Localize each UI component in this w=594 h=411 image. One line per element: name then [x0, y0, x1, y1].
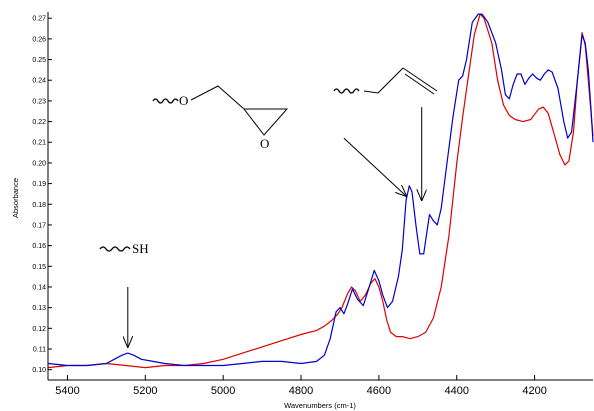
- y-tick-label: 0.25: [32, 57, 46, 64]
- epoxide-wavy-bond: [152, 98, 179, 104]
- epoxide-chain: [190, 85, 245, 110]
- x-axis-label: Wavenumbers (cm-1): [284, 401, 356, 410]
- allyl-structure: [333, 67, 438, 95]
- y-tick-label: 0.19: [32, 181, 46, 188]
- series-group: [47, 13, 594, 369]
- x-tick-label: 4400: [445, 385, 469, 397]
- x-tick-label: 4600: [367, 385, 391, 397]
- y-tick-label: 0.24: [32, 78, 46, 85]
- allyl-chain: [363, 67, 404, 94]
- x-axis-ticks: 5400 5200 5000 4800 4600 4400 4200: [55, 375, 547, 397]
- thiol-wavy-bond: [99, 246, 131, 252]
- epoxide-ether-oxygen: O: [179, 93, 188, 108]
- x-tick-label: 5400: [55, 385, 79, 397]
- series-red-line: [47, 13, 594, 369]
- x-tick-label: 5200: [133, 385, 157, 397]
- series-blue-line: [47, 13, 594, 367]
- y-tick-label: 0.23: [32, 98, 46, 105]
- y-tick-label: 0.18: [32, 202, 46, 209]
- thiol-label: SH: [132, 241, 149, 256]
- y-tick-label: 0.16: [32, 243, 46, 250]
- plot-area: [48, 12, 593, 380]
- y-tick-label: 0.12: [32, 326, 46, 333]
- allyl-wavy-bond: [333, 88, 360, 94]
- allyl-double-bond-1: [402, 67, 438, 92]
- thiol-structure: SH: [99, 241, 149, 256]
- y-tick-label: 0.22: [32, 119, 46, 126]
- allyl-double-bond-2: [404, 73, 435, 95]
- x-tick-label: 4200: [522, 385, 546, 397]
- y-axis-label: Absorbance: [11, 178, 20, 218]
- y-tick-label: 0.11: [33, 346, 46, 353]
- y-tick-label: 0.20: [32, 160, 46, 167]
- x-tick-label: 4800: [289, 385, 313, 397]
- epoxide-ring: [243, 108, 289, 136]
- y-axis-ticks: 0.10 0.11 0.12 0.13 0.14 0.15 0.16 0.17 0.18 0.19…: [32, 16, 52, 374]
- y-tick-label: 0.21: [32, 140, 46, 147]
- y-tick-label: 0.13: [32, 305, 46, 312]
- y-tick-label: 0.17: [32, 222, 46, 229]
- x-tick-label: 5000: [211, 385, 235, 397]
- epoxide-ring-oxygen: O: [260, 136, 269, 151]
- y-tick-label: 0.15: [32, 264, 46, 271]
- epoxide-arrow: [343, 137, 406, 196]
- y-tick-label: 0.14: [32, 284, 46, 291]
- y-tick-label: 0.10: [32, 367, 46, 374]
- y-tick-label: 0.27: [32, 16, 46, 23]
- y-tick-label: 0.26: [32, 36, 46, 43]
- epoxide-structure: O O: [152, 85, 289, 151]
